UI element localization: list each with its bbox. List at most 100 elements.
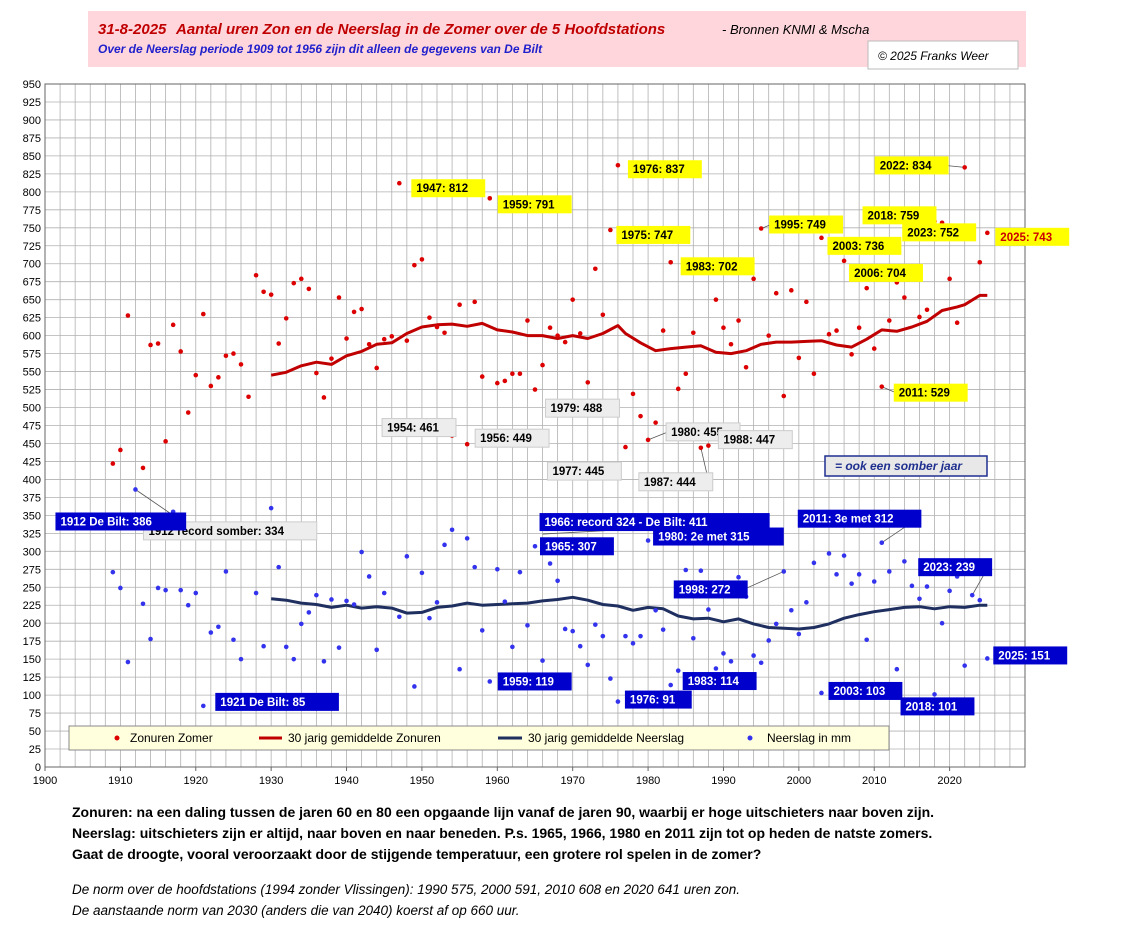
rain-point bbox=[231, 637, 236, 643]
sun-point bbox=[577, 331, 583, 336]
rain-label-leader bbox=[743, 571, 784, 590]
sun-point bbox=[201, 311, 206, 317]
rain-point bbox=[449, 527, 455, 533]
rain-point bbox=[442, 542, 447, 548]
rain-point bbox=[593, 622, 598, 627]
y-tick-label: 225 bbox=[23, 600, 41, 612]
x-tick-label: 2020 bbox=[937, 775, 961, 787]
y-tick-label: 800 bbox=[23, 187, 41, 199]
rain-point bbox=[856, 572, 862, 577]
rain-point bbox=[879, 540, 885, 545]
sun-point bbox=[660, 328, 666, 333]
y-tick-label: 0 bbox=[35, 762, 41, 774]
rain-label-box bbox=[993, 646, 1068, 665]
sun-point bbox=[691, 330, 696, 336]
rain-point bbox=[306, 610, 312, 615]
rain-point bbox=[713, 666, 719, 671]
sun-point bbox=[238, 362, 244, 367]
rain-point bbox=[691, 636, 696, 641]
rain-point bbox=[789, 607, 794, 613]
x-tick-label: 1950 bbox=[410, 775, 434, 787]
sun-point bbox=[638, 413, 643, 419]
sun-point bbox=[351, 309, 357, 315]
rain-point bbox=[283, 644, 289, 650]
y-tick-label: 275 bbox=[23, 564, 41, 576]
sun-point bbox=[728, 341, 734, 347]
rain-point bbox=[517, 569, 523, 575]
rain-point bbox=[321, 659, 327, 664]
somber-label-box bbox=[142, 521, 318, 541]
rain-point bbox=[381, 590, 387, 596]
grid bbox=[45, 83, 1025, 767]
sun-point bbox=[118, 447, 123, 453]
rain-point bbox=[510, 644, 515, 650]
rain-point bbox=[434, 600, 440, 605]
sun-label-box bbox=[902, 223, 977, 242]
rain-point bbox=[728, 659, 734, 664]
sun-point bbox=[253, 272, 259, 278]
x-tick-label: 1930 bbox=[259, 775, 283, 787]
notes-bold: Zonuren: na een daling tussen de jaren 6… bbox=[72, 802, 934, 865]
sun-point bbox=[887, 318, 892, 323]
rain-label-box bbox=[497, 672, 572, 691]
sun-point bbox=[713, 297, 719, 302]
sun-point bbox=[208, 383, 214, 389]
sun-point bbox=[698, 445, 704, 451]
sun-point bbox=[276, 341, 281, 346]
sun-label-text: 2006: 704 bbox=[854, 268, 906, 280]
somber-label-box bbox=[638, 472, 714, 492]
data-points bbox=[110, 162, 990, 709]
rain-point bbox=[864, 637, 869, 643]
rain-label-text: 1980: 2e met 315 bbox=[658, 532, 750, 544]
rain-point bbox=[871, 579, 877, 584]
y-tick-label: 650 bbox=[23, 295, 41, 307]
y-tick-label: 625 bbox=[23, 313, 41, 325]
rain-point bbox=[909, 583, 915, 589]
rain-label-box bbox=[918, 558, 993, 577]
rain-point bbox=[577, 643, 583, 649]
sun-point bbox=[962, 165, 967, 170]
rain-label-text: 1983: 114 bbox=[688, 676, 740, 688]
sun-point bbox=[193, 372, 199, 378]
rain-label-text: 1976: 91 bbox=[630, 695, 676, 707]
rain-point bbox=[653, 607, 658, 613]
rain-point bbox=[675, 668, 681, 673]
rain-label-text: 2011: 3e met 312 bbox=[803, 514, 894, 526]
somber-legend-box bbox=[824, 455, 988, 477]
sun-point bbox=[419, 257, 425, 262]
x-tick-label: 1900 bbox=[33, 775, 57, 787]
y-tick-label: 675 bbox=[23, 277, 41, 289]
rain-label-box bbox=[682, 672, 757, 691]
y-tick-label: 450 bbox=[23, 438, 41, 450]
sun-point bbox=[796, 355, 802, 361]
sun-label-text: 1976: 837 bbox=[633, 164, 685, 176]
y-tick-label: 25 bbox=[29, 744, 41, 756]
rain-point bbox=[773, 621, 779, 627]
sun-point bbox=[185, 410, 191, 415]
sun-point bbox=[502, 378, 508, 384]
sun-point bbox=[593, 266, 598, 272]
legend-label-neerslag: Neerslag in mm bbox=[767, 731, 851, 745]
y-tick-label: 175 bbox=[23, 636, 41, 648]
rain-point bbox=[917, 596, 922, 602]
sun-point bbox=[314, 370, 319, 376]
rain-point bbox=[532, 543, 538, 549]
rain-label-box bbox=[673, 580, 748, 599]
rain-point bbox=[299, 621, 304, 627]
sun-point bbox=[344, 336, 349, 341]
rain-point bbox=[329, 597, 334, 602]
header-date: 31-8-2025 bbox=[98, 21, 167, 38]
sun-point bbox=[170, 322, 176, 328]
rain-label-box bbox=[55, 512, 187, 531]
y-tick-label: 300 bbox=[23, 546, 41, 558]
sun-point bbox=[668, 259, 673, 265]
sun-label-text: 2025: 743 bbox=[1000, 232, 1052, 244]
note-norm-2030: De aanstaande norm van 2030 (anders die … bbox=[72, 903, 520, 918]
rain-point bbox=[562, 626, 568, 632]
sun-label-box bbox=[849, 263, 923, 282]
rain-point bbox=[118, 585, 123, 591]
sun-point bbox=[427, 315, 432, 320]
sun-point bbox=[231, 351, 236, 356]
sun-point bbox=[148, 342, 153, 348]
plot-frame bbox=[44, 83, 1026, 768]
